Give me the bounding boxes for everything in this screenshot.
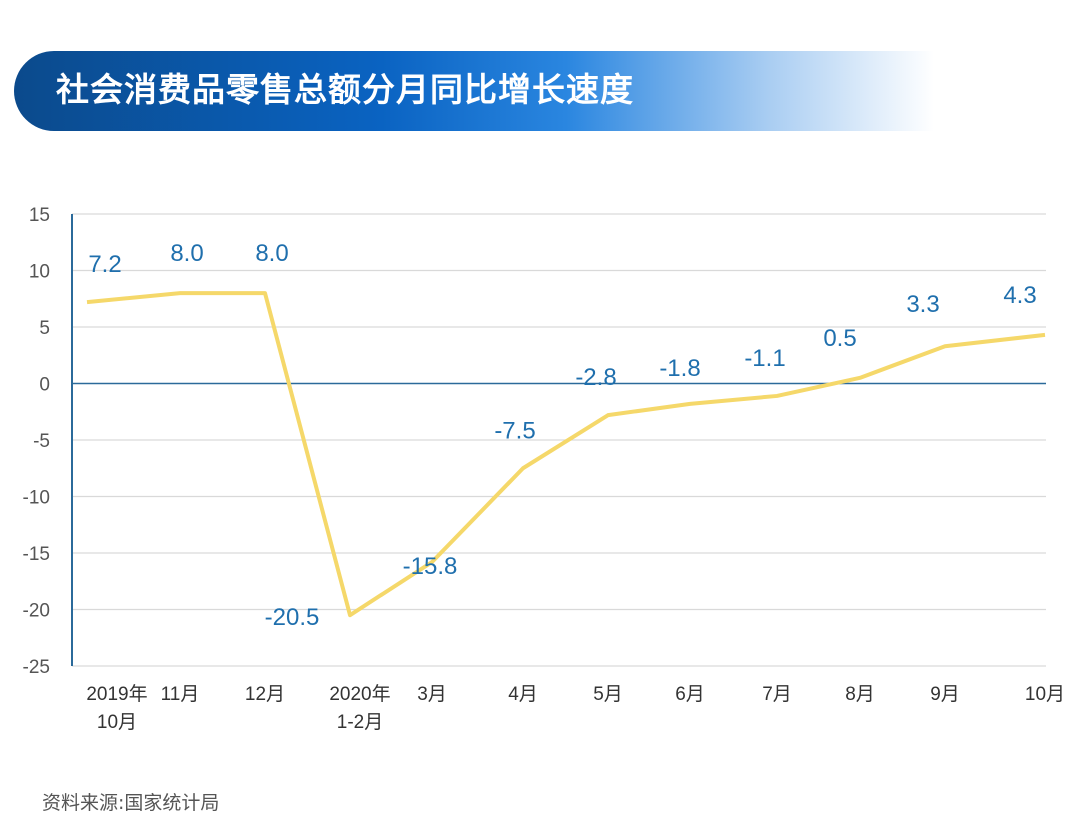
- data-label: -1.1: [744, 345, 785, 372]
- data-label: 8.0: [255, 240, 288, 267]
- data-label: 3.3: [906, 291, 939, 318]
- data-label: 8.0: [170, 240, 203, 267]
- x-tick-label: 4月: [508, 684, 538, 705]
- y-tick-label: -10: [23, 488, 50, 509]
- data-label: 0.5: [823, 325, 856, 352]
- x-tick-label: 5月: [593, 684, 623, 705]
- data-source: 资料来源:国家统计局: [42, 792, 220, 814]
- x-tick-label: 2020年: [329, 683, 390, 705]
- chart-title: 社会消费品零售总额分月同比增长速度: [56, 70, 634, 109]
- y-tick-label: 0: [39, 375, 50, 396]
- data-label: -1.8: [659, 355, 700, 382]
- data-label: -20.5: [265, 604, 320, 631]
- x-tick-label: 10月: [1025, 684, 1065, 705]
- x-tick-label: 2019年: [86, 683, 147, 705]
- title-banner: [14, 51, 934, 131]
- x-tick-label: 6月: [675, 684, 705, 705]
- y-tick-label: 10: [29, 262, 50, 283]
- y-tick-label: 15: [29, 205, 50, 226]
- x-tick-label: 12月: [245, 684, 285, 705]
- data-label: 4.3: [1003, 282, 1036, 309]
- x-tick-label: 10月: [97, 712, 137, 733]
- y-tick-label: 5: [39, 318, 50, 339]
- x-tick-label: 9月: [930, 684, 960, 705]
- x-tick-label: 3月: [417, 684, 447, 705]
- data-label: -15.8: [403, 553, 458, 580]
- y-tick-label: -15: [23, 544, 50, 565]
- y-tick-label: -25: [23, 657, 50, 678]
- x-tick-label: 1-2月: [337, 712, 383, 733]
- data-label: -7.5: [494, 417, 535, 444]
- x-tick-label: 8月: [845, 684, 875, 705]
- series-line: [86, 291, 1046, 618]
- y-tick-label: -20: [23, 601, 50, 622]
- y-tick-label: -5: [33, 431, 50, 452]
- x-tick-label: 7月: [762, 684, 792, 705]
- data-label: 7.2: [88, 251, 121, 278]
- data-label: -2.8: [575, 364, 616, 391]
- x-tick-label: 11月: [161, 684, 200, 705]
